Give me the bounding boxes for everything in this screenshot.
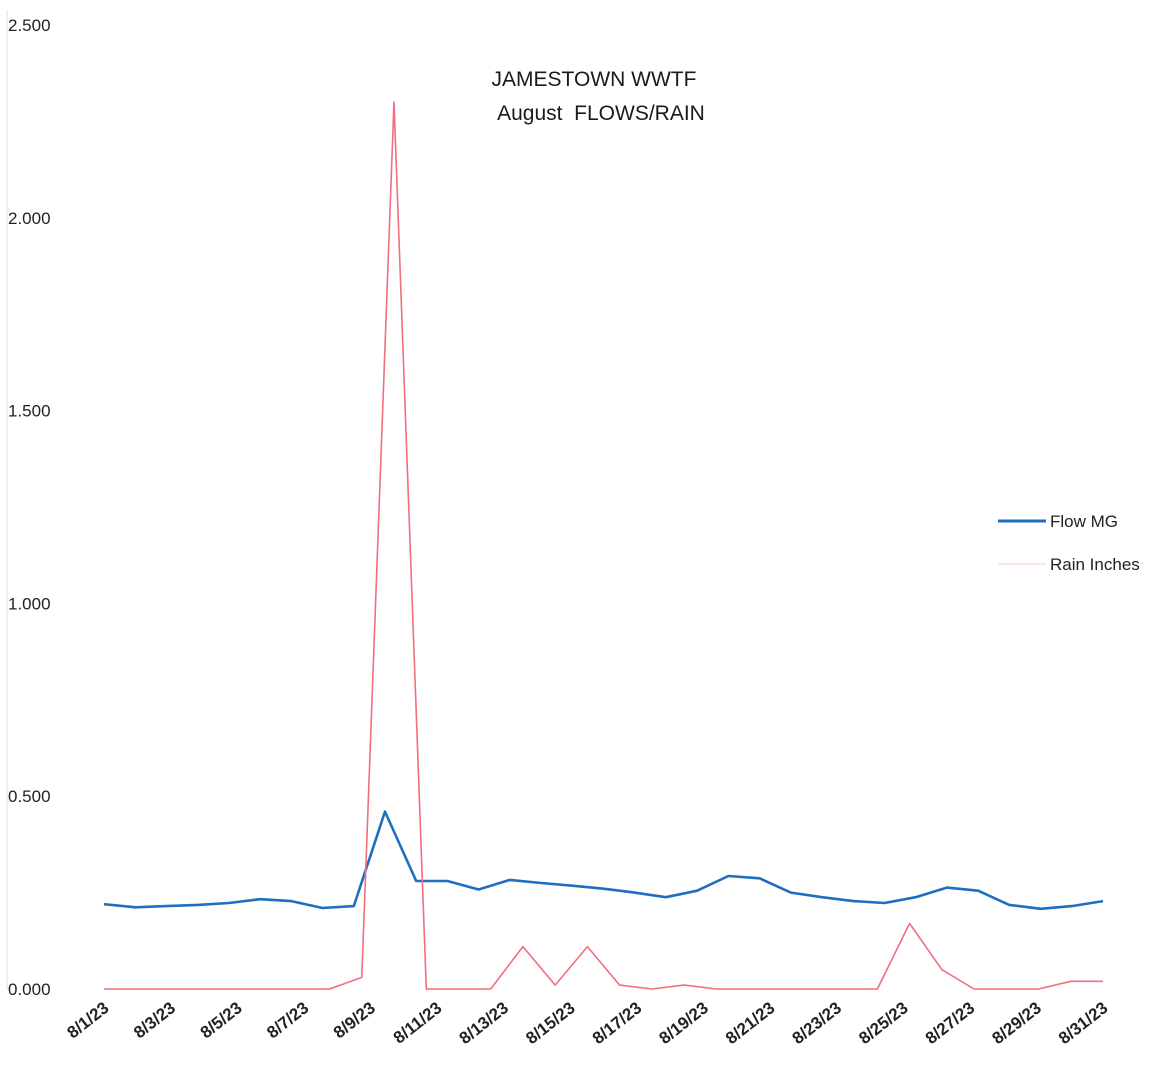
y-tick-label: 0.500 <box>8 787 51 806</box>
chart-title-group: JAMESTOWN WWTF August FLOWS/RAIN <box>492 68 705 125</box>
x-tick-label: 8/21/23 <box>722 998 778 1048</box>
x-tick-label: 8/31/23 <box>1055 998 1111 1048</box>
x-tick-label: 8/5/23 <box>197 998 246 1042</box>
y-tick-label: 1.500 <box>8 402 51 421</box>
x-tick-label: 8/11/23 <box>390 998 446 1047</box>
x-tick-label: 8/17/23 <box>589 998 645 1048</box>
x-tick-label: 8/23/23 <box>789 998 845 1048</box>
y-tick-label: 2.000 <box>8 209 51 228</box>
x-tick-label: 8/7/23 <box>263 998 312 1042</box>
series-layer <box>103 101 1104 990</box>
x-tick-label: 8/9/23 <box>330 998 379 1042</box>
legend-label-rain: Rain Inches <box>1050 555 1140 574</box>
y-tick-label: 1.000 <box>8 594 51 613</box>
y-tick-label: 2.500 <box>8 16 51 35</box>
series-line-rain <box>104 101 1103 990</box>
x-tick-label: 8/19/23 <box>655 998 711 1048</box>
y-tick-labels: 0.000 0.500 1.000 1.500 2.000 2.500 <box>8 16 51 999</box>
y-tick-label: 0.000 <box>8 980 51 999</box>
x-tick-label: 8/29/23 <box>988 998 1044 1048</box>
x-tick-label: 8/3/23 <box>130 998 179 1042</box>
x-tick-label: 8/15/23 <box>522 998 578 1048</box>
x-tick-labels: 8/1/23 8/3/23 8/5/23 8/7/23 8/9/23 8/11/23 8/1… <box>64 998 1112 1048</box>
x-tick-label: 8/27/23 <box>922 998 978 1048</box>
chart-title: JAMESTOWN WWTF <box>492 68 697 91</box>
legend-label-flow: Flow MG <box>1050 512 1118 531</box>
chart-subtitle: August FLOWS/RAIN <box>497 102 705 125</box>
x-tick-label: 8/25/23 <box>855 998 911 1048</box>
x-tick-label: 8/1/23 <box>64 998 113 1042</box>
series-line-flow <box>103 810 1104 911</box>
x-tick-label: 8/13/23 <box>456 998 512 1048</box>
legend: Flow MG Rain Inches <box>998 512 1140 574</box>
